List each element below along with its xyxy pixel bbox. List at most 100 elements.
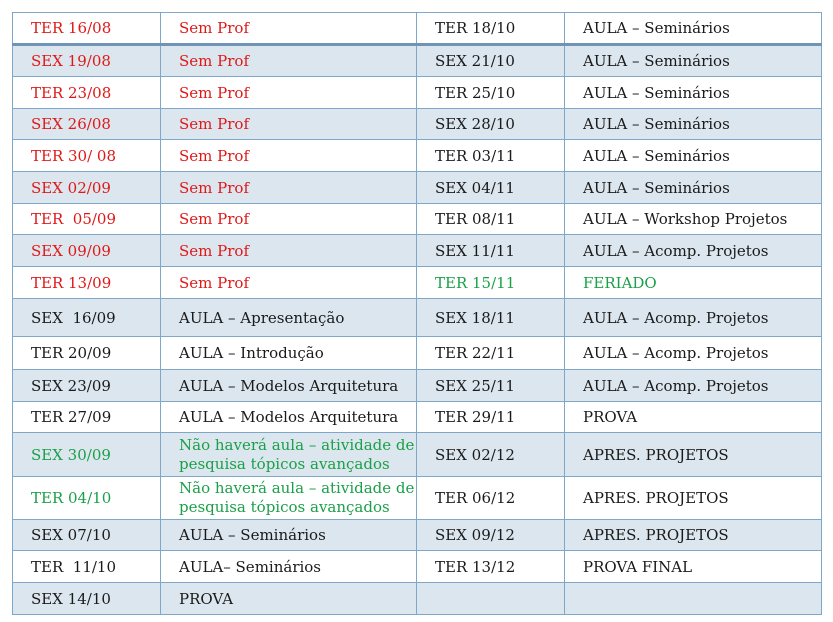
- date-text-left: TER 13/09: [31, 273, 112, 292]
- activity-cell-right: AULA – Seminários: [564, 76, 822, 109]
- date-text-left: TER 16/08: [31, 19, 112, 37]
- activity-text-left: AULA – Introdução: [179, 344, 324, 362]
- activity-cell-right: APRES. PROJETOS: [564, 476, 822, 520]
- activity-cell-left: AULA – Modelos Arquitetura: [160, 401, 417, 433]
- date-text-right: TER 13/12: [435, 557, 516, 576]
- schedule-row: SEX 30/09 Não haverá aula – atividade de…: [12, 432, 822, 477]
- activity-text-right: AULA – Seminários: [583, 19, 730, 37]
- activity-cell-left: AULA – Apresentação: [160, 298, 417, 337]
- date-cell-right: TER 18/10: [416, 12, 565, 46]
- activity-cell-left: Não haverá aula – atividade de pesquisa …: [160, 432, 417, 477]
- date-text-left: SEX 07/10: [31, 526, 111, 544]
- date-cell-left: SEX 26/08: [12, 108, 161, 140]
- activity-cell-right: AULA – Acomp. Projetos: [564, 234, 822, 267]
- activity-text-right: APRES. PROJETOS: [583, 445, 729, 464]
- activity-cell-right: APRES. PROJETOS: [564, 519, 822, 551]
- date-text-left: TER 11/10: [31, 557, 117, 576]
- activity-cell-left: AULA– Seminários: [160, 550, 417, 583]
- date-cell-left: SEX 30/09: [12, 432, 161, 477]
- date-cell-left: SEX 09/09: [12, 234, 161, 267]
- schedule-row: SEX 23/09 AULA – Modelos Arquitetura SEX…: [12, 369, 822, 402]
- activity-cell-left: Sem Prof: [160, 266, 417, 299]
- activity-cell-left: Sem Prof: [160, 108, 417, 140]
- activity-text-left: Sem Prof: [179, 241, 249, 260]
- schedule-row: SEX 09/09 Sem Prof SEX 11/11 AULA – Acom…: [12, 234, 822, 267]
- date-text-left: TER 04/10: [31, 489, 112, 507]
- date-cell-right: SEX 02/12: [416, 432, 565, 477]
- activity-cell-left: Sem Prof: [160, 44, 417, 77]
- date-text-right: SEX 18/11: [435, 308, 515, 327]
- activity-cell-left: AULA – Seminários: [160, 519, 417, 551]
- date-text-right: TER 22/11: [435, 344, 516, 362]
- date-text-right: SEX 09/12: [435, 526, 515, 544]
- activity-cell-left: Sem Prof: [160, 139, 417, 172]
- date-text-right: TER 25/10: [435, 83, 516, 102]
- activity-cell-right: AULA – Seminários: [564, 44, 822, 77]
- activity-text-left: AULA– Seminários: [179, 557, 322, 576]
- date-cell-right: SEX 25/11: [416, 369, 565, 402]
- date-cell-left: SEX 16/09: [12, 298, 161, 337]
- activity-text-left: Não haverá aula – atividade de pesquisa …: [179, 435, 415, 473]
- activity-cell-right: APRES. PROJETOS: [564, 432, 822, 477]
- activity-cell-left: Sem Prof: [160, 12, 417, 46]
- date-cell-left: TER 04/10: [12, 476, 161, 520]
- date-text-left: TER 20/09: [31, 344, 112, 362]
- date-text-right: SEX 28/10: [435, 115, 515, 133]
- date-cell-right: TER 08/11: [416, 203, 565, 235]
- activity-text-left: Sem Prof: [179, 19, 249, 37]
- date-text-left: TER 30/ 08: [31, 146, 117, 165]
- activity-text-right: AULA – Seminários: [583, 146, 730, 165]
- activity-text-left: Sem Prof: [179, 83, 249, 102]
- activity-text-left: Não haverá aula – atividade de pesquisa …: [179, 479, 415, 516]
- date-cell-right: SEX 11/11: [416, 234, 565, 267]
- activity-cell-left: Sem Prof: [160, 203, 417, 235]
- date-cell-right: SEX 18/11: [416, 298, 565, 337]
- activity-text-right: FERIADO: [583, 273, 657, 292]
- activity-text-right: APRES. PROJETOS: [583, 489, 729, 507]
- activity-text-right: AULA – Seminários: [583, 178, 730, 197]
- date-cell-left: SEX 07/10: [12, 519, 161, 551]
- activity-text-left: Sem Prof: [179, 210, 249, 228]
- date-cell-left: TER 05/09: [12, 203, 161, 235]
- date-cell-left: SEX 23/09: [12, 369, 161, 402]
- date-cell-right: SEX 09/12: [416, 519, 565, 551]
- schedule-row: TER 05/09 Sem Prof TER 08/11 AULA – Work…: [12, 203, 822, 235]
- date-text-left: TER 23/08: [31, 83, 112, 102]
- activity-cell-right: AULA – Acomp. Projetos: [564, 298, 822, 337]
- schedule-row: TER 04/10 Não haverá aula – atividade de…: [12, 476, 822, 520]
- activity-cell-right: AULA – Seminários: [564, 108, 822, 140]
- date-text-left: SEX 09/09: [31, 241, 111, 260]
- date-text-right: SEX 21/10: [435, 52, 515, 70]
- date-cell-right: TER 13/12: [416, 550, 565, 583]
- activity-text-right: AULA – Seminários: [583, 83, 730, 102]
- activity-cell-right: AULA – Acomp. Projetos: [564, 369, 822, 402]
- date-text-right: SEX 25/11: [435, 376, 515, 395]
- schedule-row: TER 16/08 Sem Prof TER 18/10 AULA – Semi…: [12, 12, 822, 46]
- activity-text-right: PROVA FINAL: [583, 557, 693, 576]
- date-cell-left: TER 13/09: [12, 266, 161, 299]
- date-cell-right: SEX 28/10: [416, 108, 565, 140]
- date-cell-right: TER 15/11: [416, 266, 565, 299]
- activity-cell-left: Sem Prof: [160, 76, 417, 109]
- date-text-left: SEX 23/09: [31, 376, 111, 395]
- schedule-row: TER 23/08 Sem Prof TER 25/10 AULA – Semi…: [12, 76, 822, 109]
- date-cell-right: TER 29/11: [416, 401, 565, 433]
- date-cell-left: TER 11/10: [12, 550, 161, 583]
- schedule-row: SEX 02/09 Sem Prof SEX 04/11 AULA – Semi…: [12, 171, 822, 204]
- activity-cell-left: AULA – Modelos Arquitetura: [160, 369, 417, 402]
- activity-text-left: AULA – Modelos Arquitetura: [179, 408, 399, 426]
- activity-text-right: AULA – Seminários: [583, 115, 730, 133]
- activity-cell-left: Não haverá aula – atividade de pesquisa …: [160, 476, 417, 520]
- schedule-row: TER 13/09 Sem Prof TER 15/11 FERIADO: [12, 266, 822, 299]
- date-cell-left: SEX 19/08: [12, 44, 161, 77]
- date-cell-left: SEX 02/09: [12, 171, 161, 204]
- activity-cell-right: PROVA FINAL: [564, 550, 822, 583]
- date-text-left: SEX 26/08: [31, 115, 111, 133]
- date-cell-left: TER 23/08: [12, 76, 161, 109]
- date-text-right: TER 18/10: [435, 19, 516, 37]
- schedule-row: SEX 14/10 PROVA: [12, 582, 822, 615]
- activity-cell-left: AULA – Introdução: [160, 336, 417, 370]
- date-text-right: TER 29/11: [435, 408, 516, 426]
- activity-cell-right: FERIADO: [564, 266, 822, 299]
- activity-text-left: AULA – Apresentação: [179, 308, 345, 327]
